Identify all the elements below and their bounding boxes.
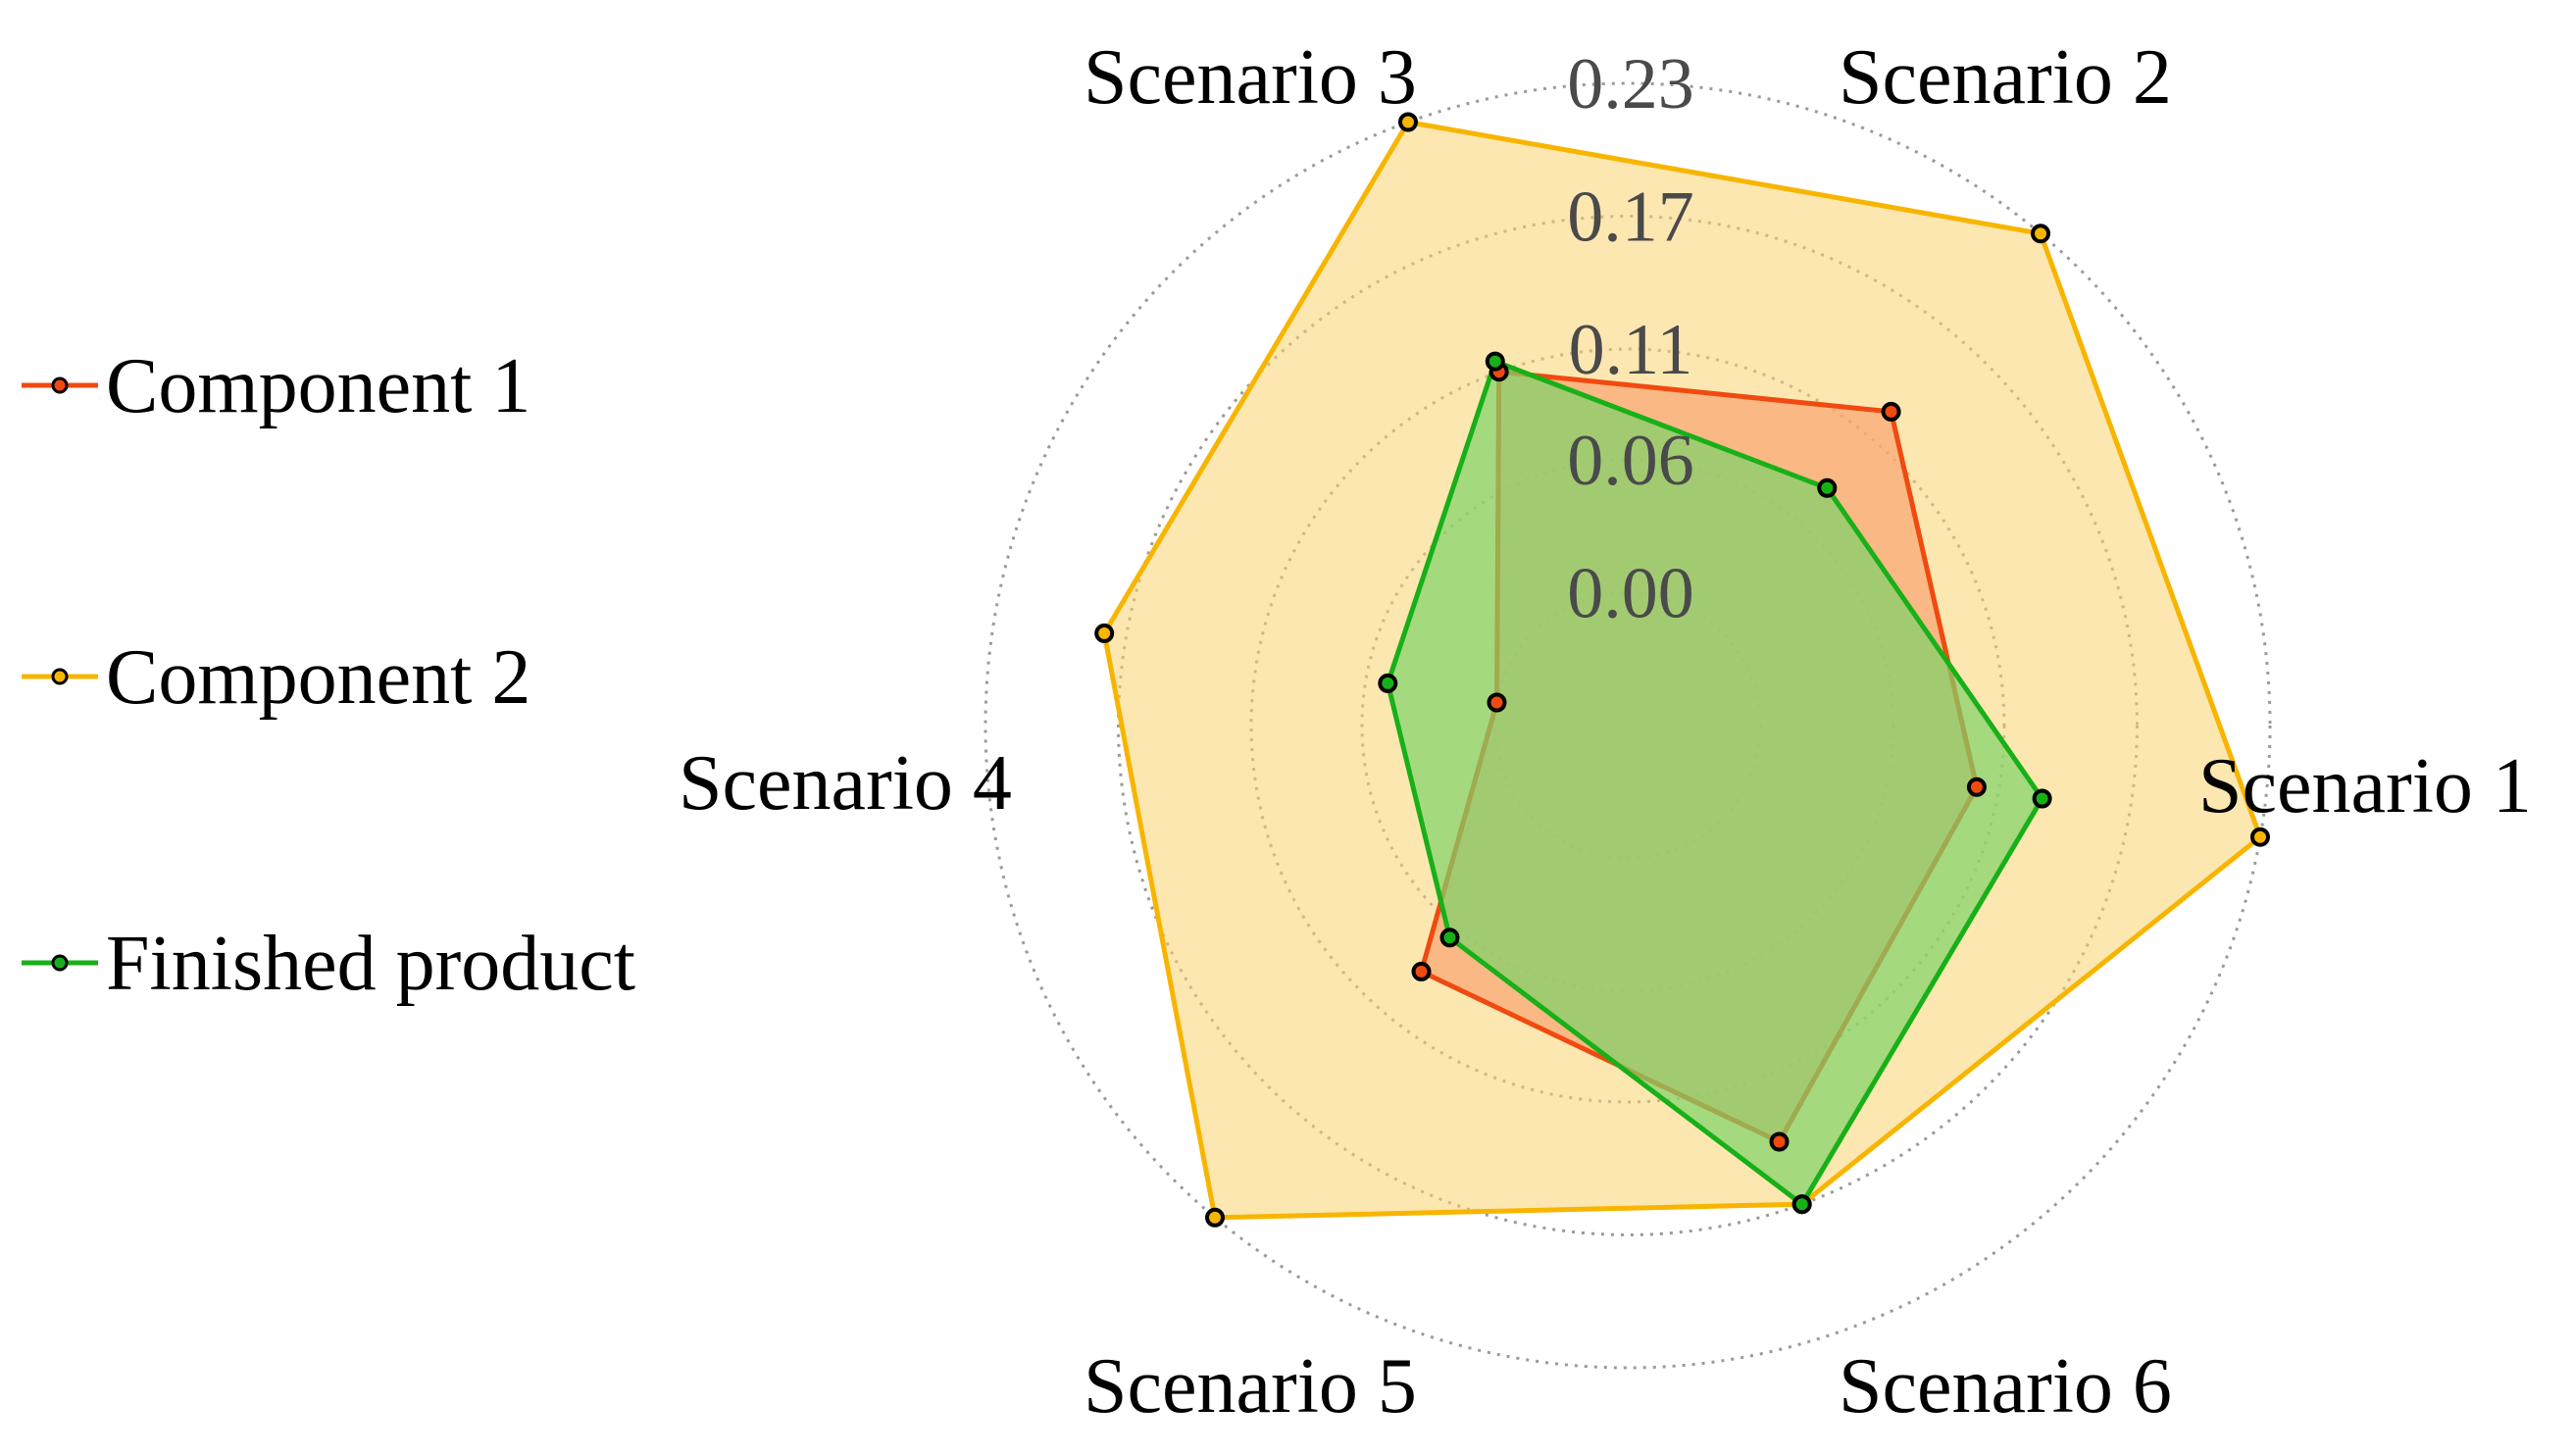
data-point xyxy=(1439,928,1460,948)
series-areas xyxy=(1101,120,2263,1221)
legend-label: Component 1 xyxy=(106,343,530,429)
data-point xyxy=(1411,961,1432,981)
legend-label: Component 2 xyxy=(106,634,530,721)
grid-circle xyxy=(984,81,2272,1370)
data-point xyxy=(2250,827,2270,847)
data-point xyxy=(1791,1194,1812,1215)
radial-tick-label: 0.11 xyxy=(1569,310,1693,390)
data-point xyxy=(1378,673,1398,693)
axis-label: Scenario 6 xyxy=(1839,1343,2172,1430)
data-point xyxy=(1487,692,1507,713)
data-point xyxy=(2031,224,2050,244)
axis-labels: Scenario 1 Scenario 2 Scenario 3 Scenario 4… xyxy=(679,34,2532,1430)
legend-item-component-1: Component 1 xyxy=(22,343,530,429)
legend-label: Finished product xyxy=(106,921,635,1007)
axis-label: Scenario 3 xyxy=(1084,34,1417,121)
legend-item-component-2: Component 2 xyxy=(22,634,530,721)
axis-label: Scenario 4 xyxy=(679,740,1012,827)
axis-label: Scenario 1 xyxy=(2198,743,2532,829)
legend-marker xyxy=(51,668,69,685)
radial-tick-label: 0.06 xyxy=(1567,421,1694,501)
data-point xyxy=(2032,788,2052,809)
series-points xyxy=(1094,112,2270,1228)
radial-tick-labels: 0.00 0.06 0.11 0.17 0.23 xyxy=(1567,44,1694,633)
data-point xyxy=(1094,623,1115,643)
data-point xyxy=(1205,1207,1225,1228)
legend-marker xyxy=(51,954,69,972)
axis-label: Scenario 2 xyxy=(1839,34,2172,121)
axis-label: Scenario 5 xyxy=(1084,1343,1417,1430)
data-point xyxy=(1398,112,1418,132)
data-point xyxy=(1817,477,1838,498)
data-point xyxy=(1485,351,1505,372)
legend-marker xyxy=(51,377,69,394)
radial-tick-label: 0.23 xyxy=(1567,44,1694,125)
data-point xyxy=(1881,401,1901,422)
data-point xyxy=(1966,777,1987,797)
legend: Component 1 Component 2 Finished product xyxy=(22,343,635,1007)
radial-tick-label: 0.17 xyxy=(1567,177,1694,258)
legend-item-finished-product: Finished product xyxy=(22,921,635,1007)
radial-tick-label: 0.00 xyxy=(1567,553,1694,633)
data-point xyxy=(1769,1131,1790,1152)
